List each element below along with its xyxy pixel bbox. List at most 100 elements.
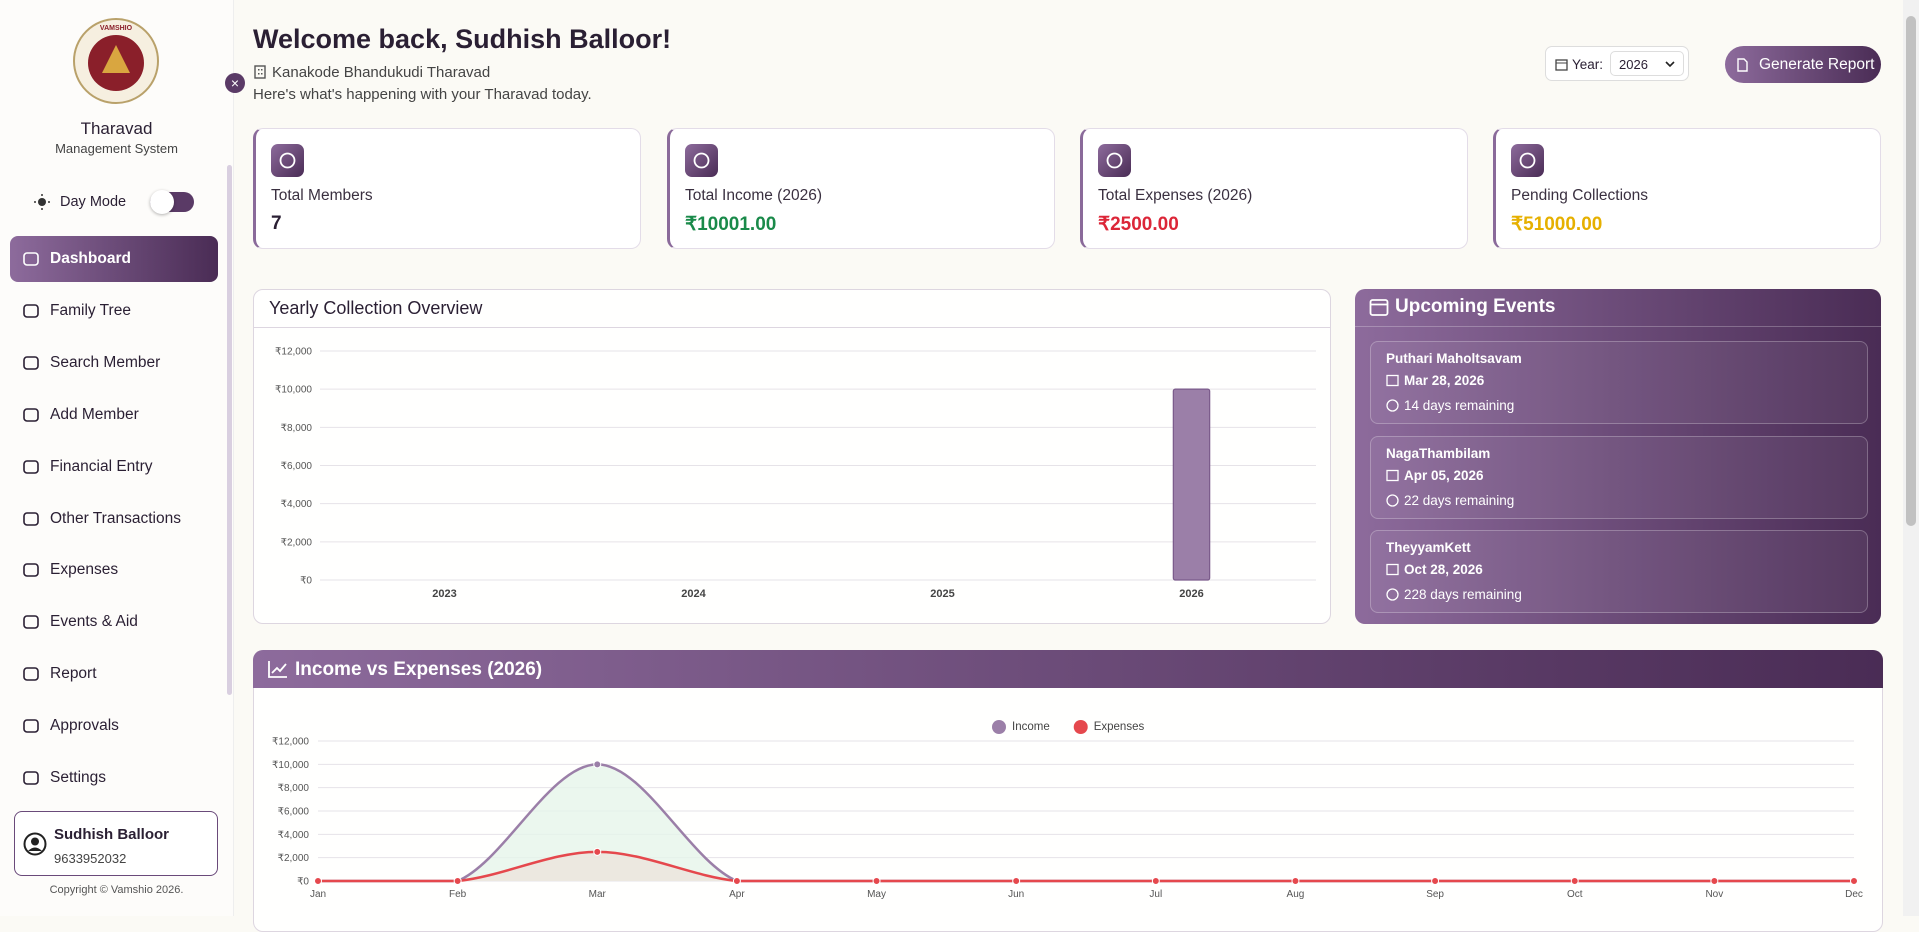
calendar-icon bbox=[1369, 299, 1389, 316]
year-select[interactable]: 2026 bbox=[1610, 51, 1684, 76]
nav-icon bbox=[23, 511, 39, 526]
logo: VAMSHIO bbox=[73, 18, 159, 104]
nav-item[interactable]: Settings bbox=[10, 755, 218, 801]
glyph bbox=[693, 152, 710, 169]
stat-card: Pending Collections ₹51000.00 bbox=[1493, 128, 1881, 249]
glyph bbox=[279, 152, 296, 169]
brand-subtitle: Management System bbox=[55, 141, 178, 156]
event-name: TheyyamKett bbox=[1386, 540, 1471, 555]
event-date: Oct 28, 2026 bbox=[1404, 562, 1483, 577]
tharavad-name: Kanakode Bhandukudi Tharavad bbox=[272, 64, 491, 81]
icon-shape bbox=[23, 511, 39, 526]
icon-glyph bbox=[1106, 152, 1123, 169]
nav-item[interactable]: Approvals bbox=[10, 703, 218, 749]
event-remaining: 22 days remaining bbox=[1404, 492, 1515, 508]
card-label: Total Members bbox=[271, 187, 373, 204]
calendar-icon bbox=[1555, 59, 1568, 71]
stat-card: Total Members 7 bbox=[253, 128, 641, 249]
nav-item[interactable]: Other Transactions bbox=[10, 496, 218, 542]
glyph bbox=[1386, 493, 1399, 507]
calendar-icon bbox=[1386, 563, 1399, 576]
year-value: 2026 bbox=[1619, 57, 1648, 72]
glyph bbox=[1519, 152, 1536, 169]
nav-icon bbox=[23, 304, 39, 318]
user-box[interactable]: Sudhish Balloor 9633952032 bbox=[14, 811, 218, 876]
calendar-icon bbox=[1386, 374, 1399, 387]
user-name: Sudhish Balloor bbox=[54, 826, 170, 843]
nav-item[interactable]: Events & Aid bbox=[10, 599, 218, 645]
nav-label: Approvals bbox=[50, 717, 119, 735]
chart-title: Yearly Collection Overview bbox=[269, 298, 483, 318]
scrollbar bbox=[227, 165, 232, 695]
page-scrollbar bbox=[1903, 0, 1919, 916]
card-icon bbox=[1511, 144, 1544, 177]
card-label: Pending Collections bbox=[1511, 187, 1649, 204]
nav-item[interactable]: Dashboard bbox=[10, 236, 218, 282]
year-filter: Year: 2026 bbox=[1545, 46, 1689, 81]
user-icon bbox=[23, 832, 47, 856]
nav-icon bbox=[23, 355, 39, 370]
event-remaining: 228 days remaining bbox=[1404, 587, 1522, 602]
nav-icon bbox=[23, 615, 39, 630]
nav-label: Events & Aid bbox=[50, 613, 138, 631]
chart-title: Income vs Expenses (2026) bbox=[295, 659, 543, 680]
nav-label: Report bbox=[50, 665, 97, 683]
icon-shape bbox=[23, 615, 39, 630]
icon-glyph bbox=[693, 152, 710, 169]
glyph bbox=[1386, 374, 1399, 387]
nav-icon bbox=[23, 407, 39, 422]
event-name: NagaThambilam bbox=[1386, 445, 1491, 461]
card-icon bbox=[685, 144, 718, 177]
nav-item[interactable]: Family Tree bbox=[10, 288, 218, 334]
icon-shape bbox=[23, 563, 39, 578]
nav-item[interactable]: Expenses bbox=[10, 547, 218, 593]
card-value: ₹51000.00 bbox=[1511, 214, 1603, 235]
nav-item[interactable]: Report bbox=[10, 651, 218, 697]
nav-icon bbox=[23, 771, 39, 785]
icon-shape bbox=[23, 459, 39, 474]
event-item[interactable]: NagaThambilam Apr 05, 2026 22 days remaini… bbox=[1370, 435, 1868, 519]
close-sidebar[interactable]: × bbox=[225, 73, 245, 93]
nav-item[interactable]: Financial Entry bbox=[10, 444, 218, 490]
icon-shape bbox=[23, 252, 39, 266]
year-label: Year: bbox=[1572, 57, 1604, 72]
nav-item[interactable]: Search Member bbox=[10, 340, 218, 386]
nav-icon bbox=[23, 563, 39, 578]
copyright: Copyright © Vamshio 2026. bbox=[49, 884, 184, 896]
glyph bbox=[1386, 399, 1399, 412]
stat-card: Total Income (2026) ₹10001.00 bbox=[667, 128, 1055, 249]
card-icon bbox=[271, 144, 304, 177]
icon-glyph bbox=[279, 152, 296, 169]
calendar-icon bbox=[1386, 469, 1399, 481]
icon-shape bbox=[23, 304, 39, 318]
greeting: Welcome back, Sudhish Balloor! bbox=[253, 24, 672, 54]
nav-label: Expenses bbox=[50, 561, 119, 579]
mode-toggle[interactable] bbox=[150, 190, 194, 214]
nav-label: Financial Entry bbox=[50, 457, 153, 475]
clock-icon bbox=[1386, 588, 1399, 601]
nav-label: Add Member bbox=[50, 405, 139, 423]
card-label: Total Income (2026) bbox=[685, 187, 822, 204]
card-value: ₹2500.00 bbox=[1098, 214, 1179, 235]
event-item[interactable]: Puthari Maholtsavam Mar 28, 2026 14 days r… bbox=[1370, 341, 1868, 424]
event-item[interactable]: TheyyamKett Oct 28, 2026 228 days remainin… bbox=[1370, 530, 1868, 613]
brand-title: Tharavad bbox=[80, 119, 153, 138]
nav-label: Other Transactions bbox=[50, 509, 181, 527]
clock-icon bbox=[1386, 399, 1399, 412]
nav-label: Dashboard bbox=[50, 250, 131, 267]
card-value: 7 bbox=[271, 213, 282, 234]
generate-report-button[interactable]: Generate Report bbox=[1725, 46, 1881, 83]
icon-shape bbox=[23, 719, 39, 733]
nav-item[interactable]: Add Member bbox=[10, 392, 218, 438]
mode-label: Day Mode bbox=[60, 194, 127, 210]
tagline: Here's what's happening with your Tharav… bbox=[253, 86, 592, 103]
nav-label: Settings bbox=[50, 769, 107, 786]
line-chart-panel: Income vs Expenses (2026) bbox=[253, 650, 1883, 932]
event-date: Apr 05, 2026 bbox=[1404, 467, 1484, 483]
icon-glyph bbox=[1519, 152, 1536, 169]
nav-label: Search Member bbox=[50, 353, 161, 371]
sidebar: VAMSHIO Tharavad Management System Day M… bbox=[0, 0, 234, 916]
button-label: Generate Report bbox=[1759, 56, 1875, 73]
nav-icon bbox=[23, 252, 39, 266]
